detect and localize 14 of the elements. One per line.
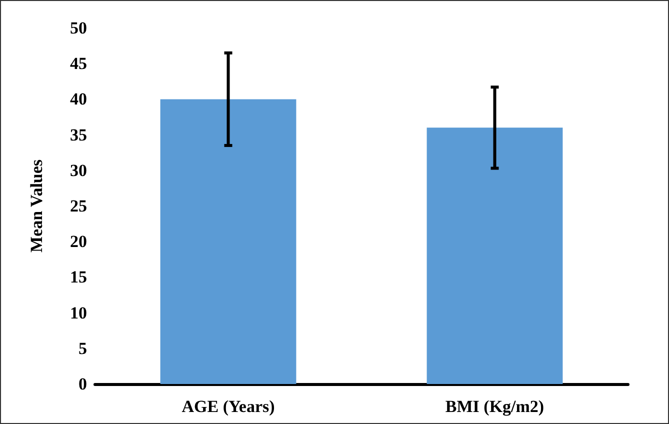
- y-tick-label: 30: [70, 160, 87, 180]
- y-tick-label: 45: [70, 54, 87, 74]
- y-tick-label: 25: [70, 196, 87, 216]
- y-tick-label: 40: [70, 90, 87, 109]
- y-tick-label: 5: [78, 338, 87, 358]
- y-tick-label: 0: [78, 374, 87, 394]
- y-tick-label: 15: [70, 268, 87, 287]
- y-tick-label: 35: [70, 125, 87, 144]
- y-tick-label: 20: [70, 232, 87, 252]
- x-tick-label: AGE (Years): [182, 397, 275, 416]
- y-tick-label: 50: [70, 18, 87, 38]
- x-tick-label: BMI (Kg/m2): [445, 397, 544, 416]
- y-tick-label: 10: [70, 303, 87, 322]
- y-axis-title: Mean Values: [27, 159, 46, 253]
